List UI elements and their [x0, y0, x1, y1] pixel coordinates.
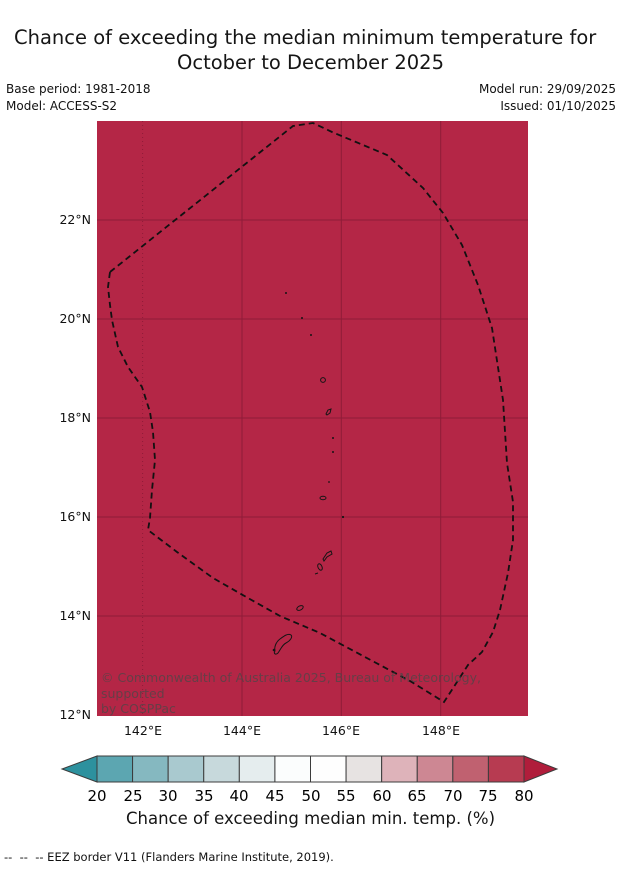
colorbar-segment [452, 755, 489, 783]
ytick-18n: 18°N [59, 410, 91, 425]
island-ring [325, 408, 332, 416]
island-dot [310, 334, 312, 336]
map-canvas [97, 121, 528, 716]
colorbar-segment [167, 755, 205, 783]
colorbar-segment [416, 755, 454, 783]
cbtick-40: 40 [229, 787, 249, 805]
eez-legend-text: EEZ border V11 (Flanders Marine Institut… [43, 850, 334, 864]
cbtick-45: 45 [265, 787, 285, 805]
cbtick-75: 75 [478, 787, 498, 805]
island-dot [272, 648, 276, 652]
colorbar-segment [381, 755, 418, 783]
eez-legend-dash-sample: -- -- -- [4, 850, 44, 864]
xtick-144e: 144°E [222, 723, 261, 738]
chart-title-line1: Chance of exceeding the median minimum t… [14, 26, 597, 49]
cbtick-80: 80 [514, 787, 534, 805]
copyright-line2: by COSPPac [101, 701, 176, 716]
island-ring [320, 377, 326, 383]
ytick-12n: 12°N [59, 707, 91, 722]
island-dot [341, 515, 345, 519]
colorbar-segment [310, 755, 347, 783]
island-dot [285, 292, 287, 294]
colorbar-segment [132, 755, 169, 783]
island-outline [317, 563, 323, 571]
cbtick-60: 60 [372, 787, 392, 805]
island-ring [319, 495, 327, 501]
ytick-22n: 22°N [59, 212, 91, 227]
island-dot [328, 481, 330, 483]
model-text: Model: ACCESS-S2 [6, 99, 118, 113]
eez-border [107, 122, 514, 704]
copyright-watermark: © Commonwealth of Australia 2025, Bureau… [101, 670, 521, 717]
meta-left: Base period: 1981-2018 Model: ACCESS-S2 [6, 81, 151, 115]
island-dot [332, 437, 334, 439]
cbtick-35: 35 [194, 787, 214, 805]
island-dot [301, 317, 303, 319]
colorbar-segment [203, 755, 240, 783]
island-outline-guam [273, 633, 293, 655]
cbtick-20: 20 [87, 787, 107, 805]
colorbar-under-arrow [60, 755, 98, 783]
island-dash [314, 572, 319, 575]
colorbar-segment [238, 755, 276, 783]
cbtick-55: 55 [336, 787, 356, 805]
base-period-text: Base period: 1981-2018 [6, 82, 151, 96]
colorbar-segment [345, 755, 383, 783]
ytick-16n: 16°N [59, 509, 91, 524]
ytick-20n: 20°N [59, 311, 91, 326]
colorbar [60, 755, 559, 783]
island-outline [322, 550, 333, 562]
xtick-142e: 142°E [123, 723, 162, 738]
colorbar-segment [96, 755, 134, 783]
cbtick-70: 70 [443, 787, 463, 805]
colorbar-over-arrow [523, 755, 559, 783]
island-dot [332, 451, 334, 453]
ytick-14n: 14°N [59, 608, 91, 623]
cbtick-65: 65 [407, 787, 427, 805]
island-outline [296, 605, 304, 611]
colorbar-segment [274, 755, 312, 783]
eez-legend: -- -- -- EEZ border V11 (Flanders Marine… [4, 850, 334, 864]
meta-right: Model run: 29/09/2025 Issued: 01/10/2025 [479, 81, 616, 115]
cbtick-30: 30 [158, 787, 178, 805]
graticule [97, 121, 528, 716]
xtick-146e: 146°E [321, 723, 360, 738]
colorbar-segment [487, 755, 525, 783]
xtick-148e: 148°E [421, 723, 460, 738]
chart-title-line2: October to December 2025 [177, 51, 444, 74]
cbtick-50: 50 [301, 787, 321, 805]
island-coastlines [272, 292, 345, 655]
colorbar-label: Chance of exceeding median min. temp. (%… [125, 809, 496, 828]
issued-text: Issued: 01/10/2025 [500, 99, 616, 113]
cbtick-25: 25 [123, 787, 143, 805]
model-run-text: Model run: 29/09/2025 [478, 82, 616, 96]
copyright-line1: © Commonwealth of Australia 2025, Bureau… [101, 670, 481, 701]
